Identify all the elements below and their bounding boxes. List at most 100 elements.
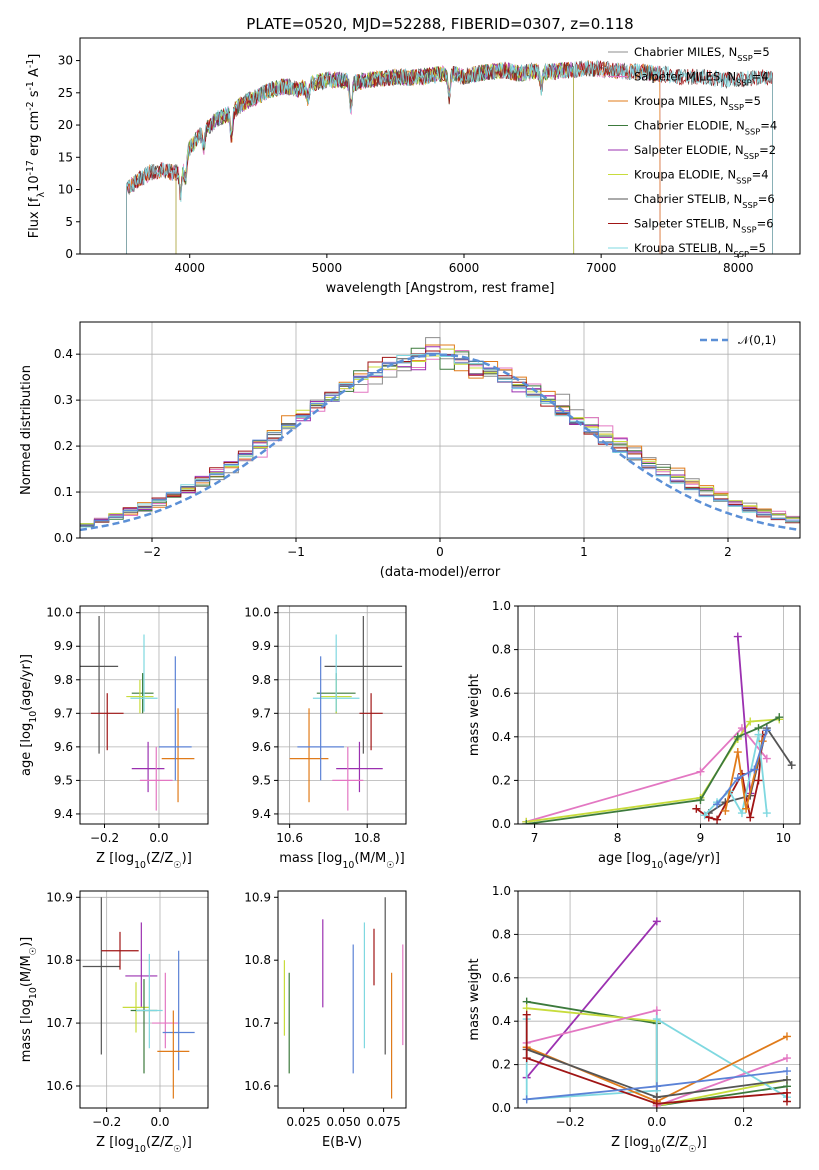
y-tick-label: 9.7 bbox=[54, 706, 73, 720]
y-tick-label: 0.8 bbox=[492, 927, 511, 941]
x-tick-label: 8000 bbox=[723, 261, 754, 275]
y-tick-label: 0.0 bbox=[54, 531, 73, 545]
x-axis-label: E(B-V) bbox=[322, 1135, 362, 1150]
panel-mass_vs_Z: −0.2 0.0 10.6 10.7 10.8 10.9 Z [log10(Z/Z☉)] ma… bbox=[19, 890, 209, 1155]
y-tick-label: 0.4 bbox=[492, 730, 511, 744]
y-tick-label: 10.7 bbox=[46, 1016, 73, 1030]
weight-marker bbox=[696, 767, 705, 776]
axes-frame bbox=[517, 890, 801, 1109]
weight-marker bbox=[737, 809, 746, 818]
x-axis-label: Z [log10(Z/Z☉)] bbox=[96, 851, 192, 871]
x-tick-label: 5000 bbox=[312, 261, 343, 275]
weight-marker bbox=[721, 806, 730, 815]
y-axis-label: Flux [fλ10-17 erg cm-2 s-1 A-1] bbox=[25, 54, 47, 239]
error-bar-point bbox=[157, 1010, 190, 1099]
y-tick-label: 0.4 bbox=[492, 1014, 511, 1028]
x-tick-label: 0.0 bbox=[150, 1115, 169, 1129]
y-tick-label: 9.8 bbox=[252, 673, 271, 687]
panel-weight_vs_Z: −0.2 0.0 0.2 0.0 0.2 0.4 0.6 0.8 1.0 Z [log10(Z/Z… bbox=[467, 884, 801, 1155]
x-tick-label: 2 bbox=[724, 545, 732, 559]
x-tick-label: 7 bbox=[531, 831, 539, 845]
weight-marker bbox=[733, 732, 742, 741]
weight-marker bbox=[782, 1032, 791, 1041]
weight-line bbox=[526, 726, 768, 823]
x-tick-label: 0.2 bbox=[734, 1115, 753, 1129]
x-axis-label: wavelength [Angstrom, rest frame] bbox=[326, 281, 555, 296]
spectrum-line bbox=[175, 62, 575, 254]
x-tick-label: 6000 bbox=[449, 261, 480, 275]
x-tick-label: −0.2 bbox=[555, 1115, 584, 1129]
y-tick-label: 10 bbox=[58, 183, 73, 197]
spectrum-line bbox=[126, 59, 661, 254]
y-tick-label: 9.5 bbox=[54, 773, 73, 787]
y-tick-label: 30 bbox=[58, 54, 73, 68]
weight-marker bbox=[522, 820, 531, 824]
axes-frame bbox=[79, 605, 209, 825]
error-bar-point bbox=[90, 693, 124, 751]
weight-marker bbox=[746, 813, 755, 822]
weight-marker bbox=[713, 800, 722, 809]
x-tick-label: 10 bbox=[776, 831, 791, 845]
x-tick-label: 0 bbox=[436, 545, 444, 559]
y-tick-label: 10.7 bbox=[244, 1016, 271, 1030]
panel-age_vs_Z: −0.2 0.0 9.4 9.5 9.6 9.7 9.8 9.9 10.0 Z [log10(Z/… bbox=[19, 605, 209, 871]
x-tick-label: 10.6 bbox=[276, 831, 303, 845]
y-tick-label: 15 bbox=[58, 150, 73, 164]
error-bar-point bbox=[336, 741, 383, 793]
axes-frame bbox=[517, 605, 801, 825]
x-tick-label: −1 bbox=[287, 545, 305, 559]
error-bar-point bbox=[158, 656, 192, 781]
spectrum-line bbox=[126, 59, 773, 254]
y-tick-label: 0.2 bbox=[492, 773, 511, 787]
x-axis-label: Z [log10(Z/Z☉)] bbox=[611, 1135, 707, 1155]
x-tick-label: 1 bbox=[580, 545, 588, 559]
error-bar-point bbox=[130, 634, 158, 712]
y-tick-label: 10.9 bbox=[244, 890, 271, 904]
weight-marker bbox=[652, 1099, 661, 1108]
error-bar-point bbox=[136, 953, 163, 1049]
y-tick-label: 9.4 bbox=[54, 807, 73, 821]
weight-marker bbox=[782, 1088, 791, 1097]
weight-marker bbox=[652, 1006, 661, 1015]
y-tick-label: 10.8 bbox=[46, 953, 73, 967]
weight-marker bbox=[700, 811, 709, 820]
y-tick-label: 9.7 bbox=[252, 706, 271, 720]
axes-frame bbox=[277, 605, 407, 825]
weight-marker bbox=[762, 809, 771, 818]
x-tick-label: −0.2 bbox=[92, 1115, 121, 1129]
weight-marker bbox=[787, 761, 796, 770]
y-tick-label: 9.9 bbox=[252, 639, 271, 653]
error-bar-point bbox=[130, 979, 158, 1074]
plot-area-mass_vs_ebv bbox=[283, 897, 404, 1099]
weight-marker bbox=[754, 730, 763, 739]
y-tick-label: 0.6 bbox=[492, 971, 511, 985]
error-bar-point bbox=[289, 708, 329, 803]
y-axis-label: mass weight bbox=[467, 958, 482, 1040]
weight-marker bbox=[696, 796, 705, 805]
x-axis-label: mass [log10(M/M☉)] bbox=[279, 851, 405, 871]
x-tick-label: 0.0 bbox=[647, 1115, 666, 1129]
y-tick-label: 0.4 bbox=[54, 347, 73, 361]
spectrum-line bbox=[126, 60, 661, 254]
x-tick-label: −2 bbox=[143, 545, 161, 559]
error-bar-point bbox=[162, 950, 195, 1071]
error-bar-point bbox=[131, 673, 154, 714]
error-bar-point bbox=[101, 931, 139, 970]
y-tick-label: 10.6 bbox=[244, 1079, 271, 1093]
error-bar-point bbox=[139, 746, 173, 811]
weight-line bbox=[716, 730, 768, 805]
legend-entry: Salpeter MILES, NSSP=4 bbox=[634, 70, 769, 88]
x-tick-label: 0.0 bbox=[149, 831, 168, 845]
spectrum-line bbox=[126, 60, 661, 254]
plot-area-spectrum bbox=[126, 59, 773, 254]
y-tick-label: 0.2 bbox=[54, 439, 73, 453]
error-bar-point bbox=[126, 679, 154, 714]
legend-entry: Kroupa STELIB, NSSP=5 bbox=[634, 241, 766, 259]
x-axis-label: age [log10(age/yr)] bbox=[598, 851, 720, 871]
weight-marker bbox=[652, 1015, 661, 1024]
legend-entry: 𝒩(0,1) bbox=[738, 333, 776, 347]
panel-residuals: −2 −1 0 1 2 0.0 0.1 0.2 0.3 0.4 (data-model)/error… bbox=[19, 321, 801, 580]
y-tick-label: 9.5 bbox=[252, 773, 271, 787]
plot-area-residuals bbox=[80, 337, 800, 532]
weight-marker bbox=[522, 1095, 531, 1104]
